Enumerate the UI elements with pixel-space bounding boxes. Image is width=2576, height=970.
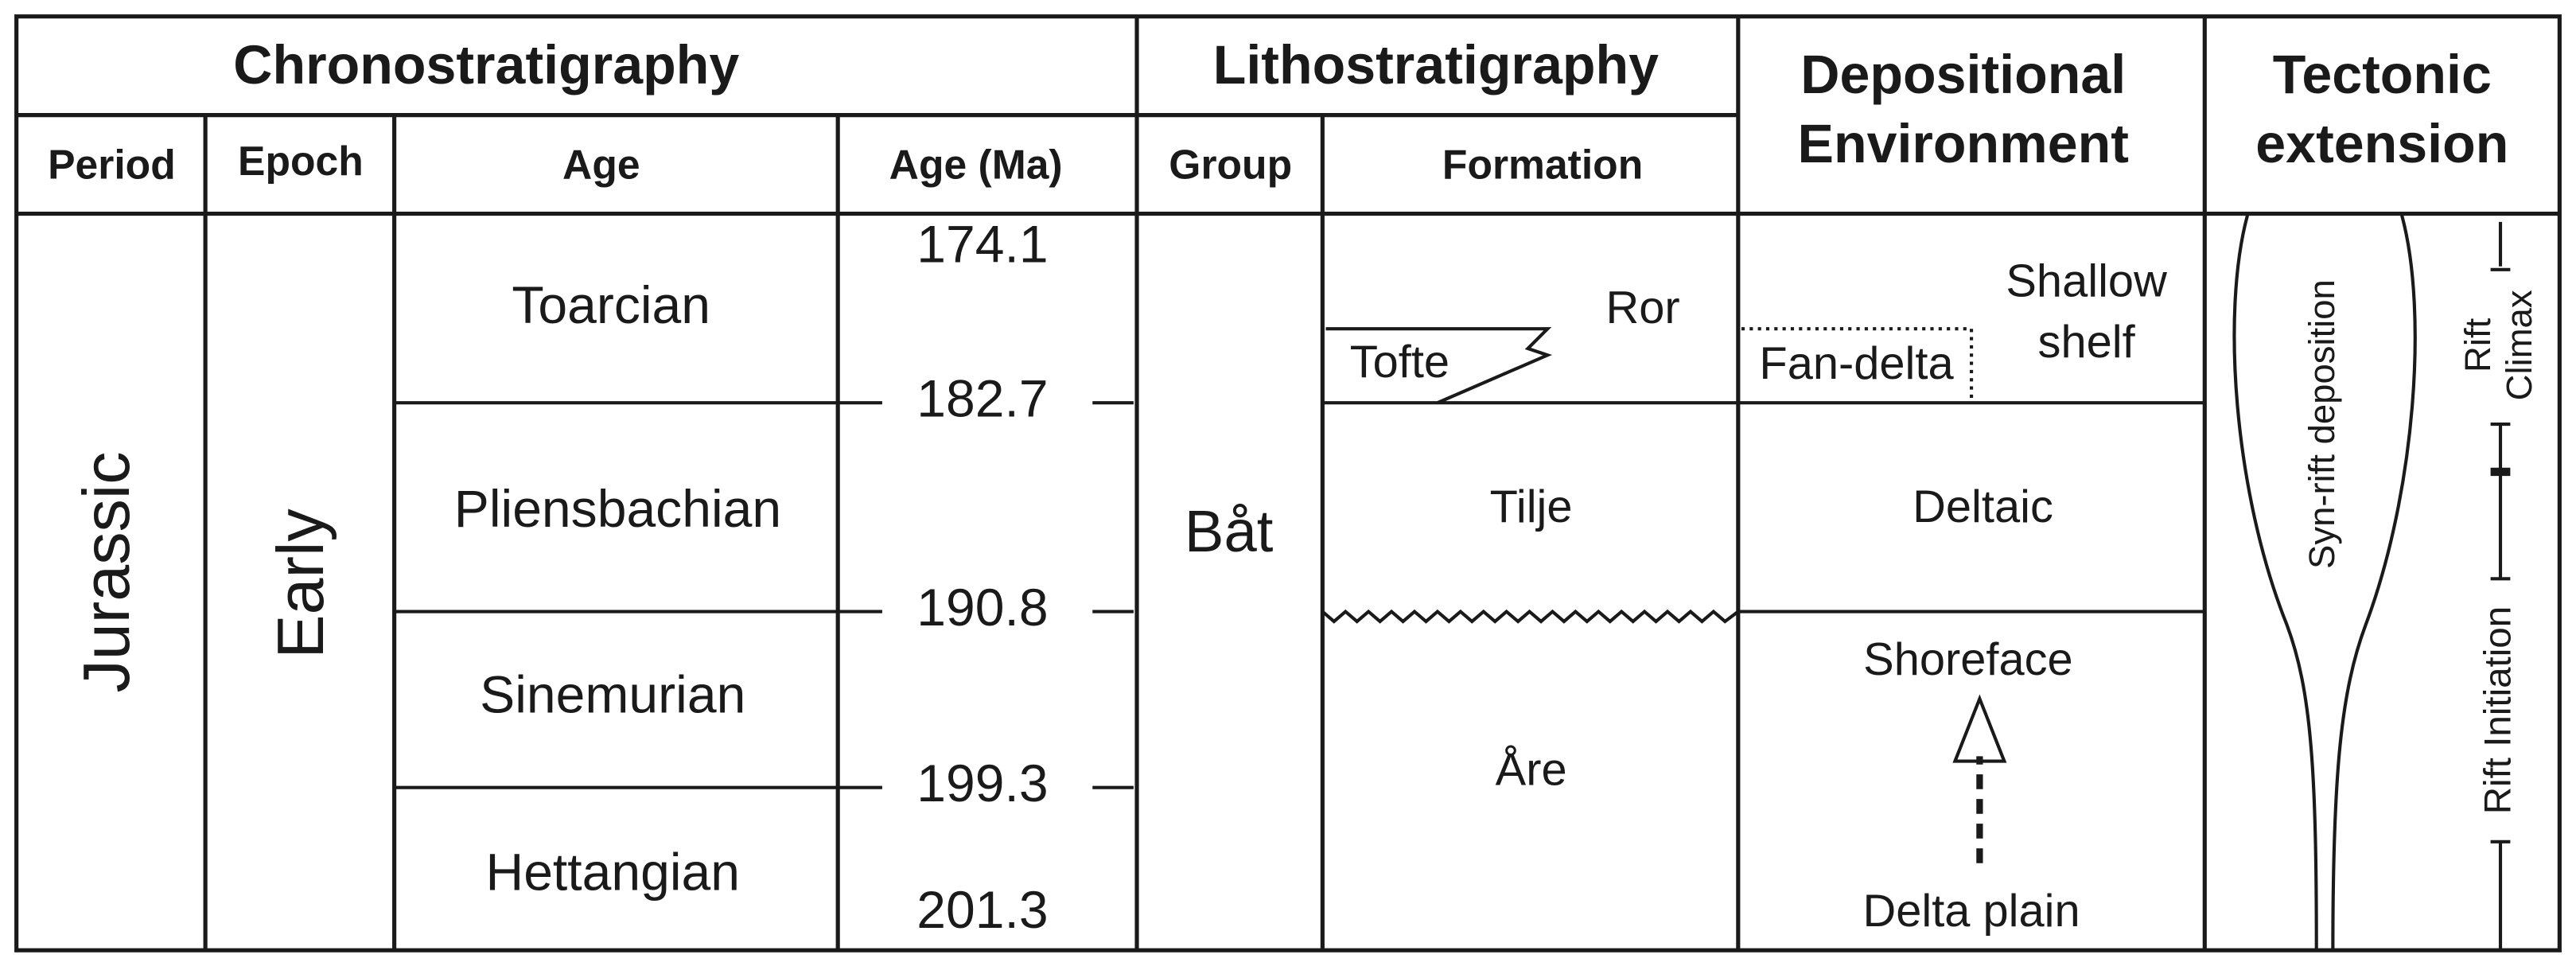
group: Båt <box>1185 498 1274 564</box>
age-ma: 201.3 <box>916 881 1048 940</box>
syn-rift-outline <box>2331 215 2417 951</box>
formation: Ror <box>1605 282 1679 333</box>
header: Lithostratigraphy <box>1213 35 1659 95</box>
tofte-wedge <box>1325 327 1553 405</box>
subheader: Age <box>562 141 640 187</box>
age: Pliensbachian <box>454 480 781 539</box>
subheader: Period <box>48 141 176 187</box>
age: Toarcian <box>512 276 710 335</box>
fan-delta-box <box>1741 327 1974 403</box>
age-boundaries <box>394 215 2511 951</box>
tectonic-label: Syn-rift deposition <box>2302 279 2342 569</box>
grid <box>14 14 2562 952</box>
header: extension <box>2255 114 2508 174</box>
tectonic-label: Rift <box>2457 317 2498 372</box>
header: Environment <box>1798 114 2129 174</box>
environment: Fan-delta <box>1759 338 1954 389</box>
tectonic-label: Climax <box>2499 290 2539 400</box>
arrow-head <box>1952 694 2007 763</box>
tectonic-label: Rift Initiation <box>2477 606 2520 814</box>
age-ma: 182.7 <box>916 370 1048 429</box>
header: Chronostratigraphy <box>233 35 739 95</box>
subheader: Group <box>1169 141 1292 187</box>
environment: shelf <box>2038 317 2136 368</box>
formation: Tofte <box>1350 337 1449 388</box>
formation: Åre <box>1496 744 1567 795</box>
age-ma: 174.1 <box>916 215 1048 274</box>
epoch: Early <box>263 508 337 659</box>
border <box>14 14 2562 952</box>
age: Sinemurian <box>480 666 745 725</box>
environment: Shoreface <box>1863 634 2073 685</box>
subheader: Age (Ma) <box>889 141 1063 187</box>
syn-rift-outline <box>2232 215 2318 951</box>
age: Hettangian <box>485 843 740 902</box>
age-ma: 190.8 <box>916 578 1048 637</box>
formation: Tilje <box>1490 481 1573 532</box>
environment: Shallow <box>2006 256 2167 307</box>
subheader: Formation <box>1442 141 1643 187</box>
environment: Delta plain <box>1862 886 2080 937</box>
header: Tectonic <box>2273 45 2492 105</box>
age-ma: 199.3 <box>916 754 1048 813</box>
labels: Chronostratigraphy Lithostratigraphy Dep… <box>48 35 2539 940</box>
header: Depositional <box>1800 45 2126 105</box>
period: Jurassic <box>69 451 143 692</box>
environment: Deltaic <box>1913 481 2053 532</box>
subheader: Epoch <box>238 138 364 184</box>
unconformity <box>1321 609 1740 624</box>
